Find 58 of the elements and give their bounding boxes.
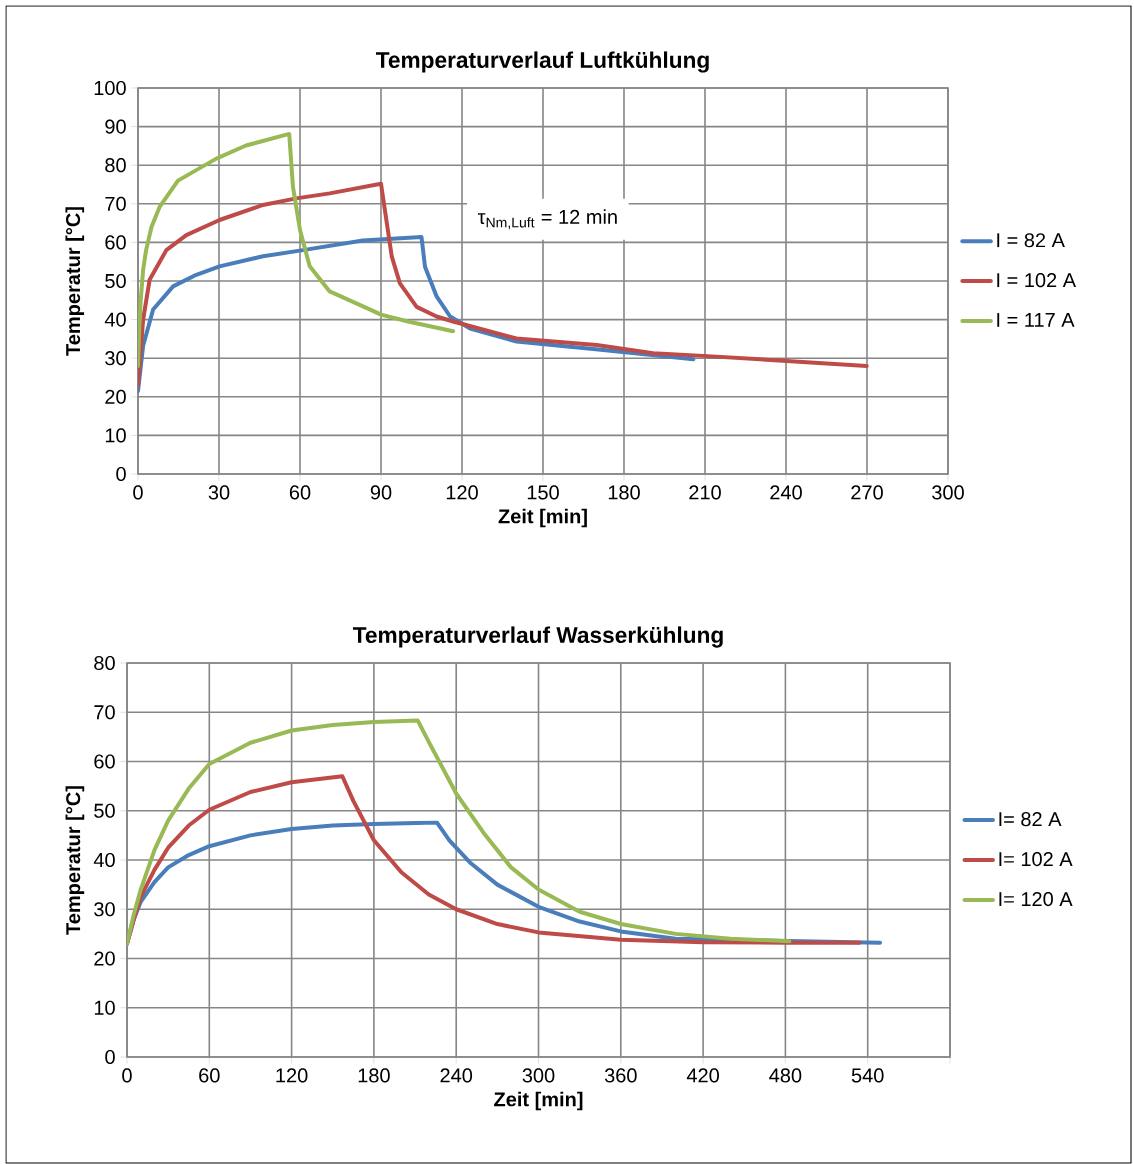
x-tick-label: 480 [769,1068,802,1083]
line-series [138,131,456,368]
x-tick-label: 300 [932,485,964,500]
x-tick-label: 300 [522,1068,555,1083]
x-tick-label: 270 [851,485,883,500]
y-tick-label: 50 [105,273,126,289]
x-tick-label: 0 [133,485,143,500]
x-axis-title: Zeit [min] [494,1091,583,1111]
y-tick-label: 10 [94,1000,115,1015]
x-tick-label: 60 [289,485,311,500]
legend-label: I= 102 A [999,852,1073,867]
x-tick-label: 60 [199,1068,220,1083]
line-series [138,234,696,393]
y-tick-label: 90 [105,119,126,134]
x-tick-label: 240 [770,485,802,500]
line-series [127,774,862,946]
y-tick-label: 60 [94,754,115,769]
y-tick-label: 40 [93,852,115,868]
x-tick-label: 540 [851,1068,884,1083]
chart-title: Temperaturverlauf Wasserkühlung [352,626,723,648]
y-tick-label: 0 [116,466,126,482]
x-tick-label: 240 [440,1068,473,1083]
y-tick-label: 0 [105,1049,115,1065]
x-tick-label: 360 [604,1068,637,1083]
y-tick-label: 50 [94,803,115,818]
y-tick-label: 70 [94,705,115,720]
x-tick-label: 90 [370,485,392,500]
x-tick-label: 180 [358,1068,390,1083]
legend-label: I = 117 A [997,313,1075,327]
y-tick-label: 40 [104,312,126,327]
x-tick-label: 420 [686,1068,719,1083]
legend-label: I= 82 A [999,812,1062,827]
x-tick-label: 30 [208,485,230,500]
x-tick-label: 210 [689,485,721,500]
legend-label: I= 120 A [999,891,1073,907]
y-axis-title: Temperatur [°C] [65,207,85,356]
y-tick-label: 20 [105,389,126,404]
y-tick-label: 30 [94,902,115,917]
annotation: τ$_{Nm,Luft}$ = 12 min [477,209,617,230]
y-tick-label: 10 [105,428,126,443]
y-tick-label: 80 [94,655,115,671]
line-series [127,718,792,946]
y-axis-title: Temperatur [°C] [65,786,85,935]
y-tick-label: 100 [94,80,126,96]
x-tick-label: 150 [527,485,559,500]
y-tick-label: 80 [105,158,126,173]
y-tick-label: 70 [105,196,126,211]
line-series [138,181,869,388]
y-tick-label: 20 [94,951,115,966]
legend-label: I = 82 A [997,233,1065,248]
x-tick-label: 120 [276,1068,308,1083]
chart-title: Temperaturverlauf Luftkühlung [375,51,709,73]
x-tick-label: 180 [608,485,640,500]
y-tick-label: 30 [105,351,126,366]
y-tick-label: 60 [105,235,126,250]
legend-label: I = 102 A [997,273,1077,288]
x-tick-label: 120 [446,485,478,500]
x-axis-title: Zeit [min] [498,508,587,528]
